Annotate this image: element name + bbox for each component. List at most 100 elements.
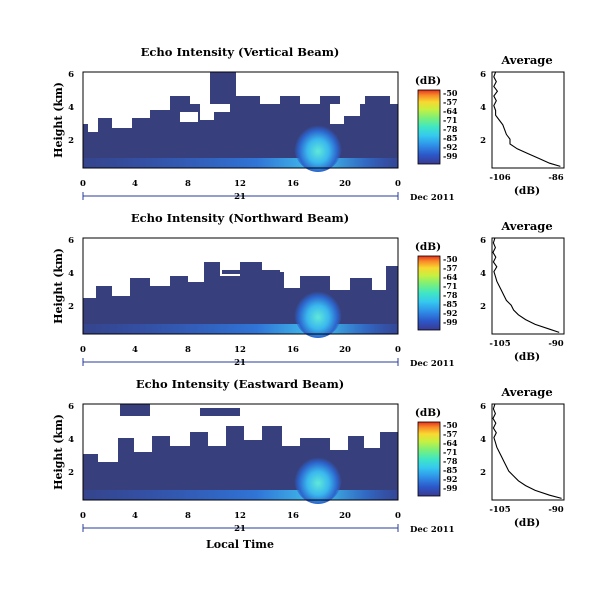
heatmap-area xyxy=(83,404,398,504)
x-tick-label: 12 xyxy=(234,179,246,189)
plot-frame xyxy=(82,71,399,169)
x-tick-label: 0 xyxy=(395,345,401,355)
profile-y-tick: 2 xyxy=(480,302,486,312)
colorbar: (dB) -50 -57 -64 -71 -78 -85 -92 -99 xyxy=(415,75,458,165)
profile-y-tick: 4 xyxy=(480,435,486,445)
heatmap-area xyxy=(83,238,398,338)
colorbar-tick: -71 xyxy=(443,447,457,457)
profile-y-tick: 6 xyxy=(480,402,486,412)
profile-y-tick: 6 xyxy=(480,70,486,80)
colorbar-tick: -92 xyxy=(443,474,457,484)
y-axis-label: Height (km) xyxy=(52,248,65,324)
colorbar-tick: -99 xyxy=(443,151,458,161)
profile-x-tick: -105 xyxy=(489,505,510,515)
colorbar-tick: -57 xyxy=(443,429,457,439)
colorbar-tick: -99 xyxy=(443,317,458,327)
x-tick-label: 0 xyxy=(395,179,401,189)
panel-title: Echo Intensity (Northward Beam) xyxy=(131,211,349,225)
colorbar-tick: -64 xyxy=(443,438,458,448)
colorbar-tick: -92 xyxy=(443,142,457,152)
no-echo-region xyxy=(200,104,230,120)
x-tick-label: 16 xyxy=(287,511,299,521)
average-profile: Average 2 4 6 -105 -90 (dB) xyxy=(480,219,565,363)
colorbar-tick: -57 xyxy=(443,97,457,107)
y-tick-label: 6 xyxy=(68,70,74,80)
no-echo-region xyxy=(83,72,398,132)
y-ticks: 2 4 6 xyxy=(68,236,74,312)
y-tick-label: 4 xyxy=(68,103,74,113)
y-tick-label: 2 xyxy=(68,302,74,312)
x-tick-label: 4 xyxy=(132,511,138,521)
y-tick-label: 4 xyxy=(68,435,74,445)
colorbar-tick: -57 xyxy=(443,263,457,273)
profile-frame xyxy=(491,403,565,501)
average-profile: Average 2 4 6 -105 -90 (dB) xyxy=(480,385,565,529)
y-ticks: 2 4 6 xyxy=(68,402,74,478)
colorbar-scale xyxy=(417,255,441,331)
profile-frame xyxy=(491,237,565,335)
x-tick-label: 8 xyxy=(185,179,191,189)
colorbar-tick: -50 xyxy=(443,420,458,430)
heatmap-area xyxy=(83,72,398,172)
y-ticks: 2 4 6 xyxy=(68,70,74,146)
plot-frame xyxy=(82,403,399,501)
date-label: Dec 2011 xyxy=(410,359,455,369)
x-tick-label: 0 xyxy=(80,345,86,355)
profile-x-tick: -105 xyxy=(489,339,510,349)
x-tick-label: 8 xyxy=(185,345,191,355)
date-rule xyxy=(82,524,399,532)
profile-x-label: (dB) xyxy=(514,517,540,529)
y-axis-label: Height (km) xyxy=(52,414,65,490)
no-echo-region xyxy=(330,104,360,124)
colorbar-tick: -78 xyxy=(443,124,458,134)
colorbar-tick: -50 xyxy=(443,88,458,98)
date-day-label: 21 xyxy=(234,192,246,202)
x-tick-label: 20 xyxy=(339,179,351,189)
colorbar-scale xyxy=(417,89,441,165)
colorbar: (dB) -50 -57 -64 -71 -78 -85 -92 -99 xyxy=(415,241,458,331)
x-tick-label: 0 xyxy=(395,511,401,521)
profile-x-label: (dB) xyxy=(514,351,540,363)
precipitation-core xyxy=(294,286,342,338)
panel-vertical-beam: Echo Intensity (Vertical Beam) Height (k… xyxy=(52,45,565,203)
x-tick-label: 4 xyxy=(132,179,138,189)
no-echo-region xyxy=(180,112,198,122)
x-tick-label: 16 xyxy=(287,345,299,355)
colorbar-tick: -78 xyxy=(443,290,458,300)
colorbar-tick: -71 xyxy=(443,281,457,291)
colorbar-tick: -64 xyxy=(443,106,458,116)
x-tick-label: 20 xyxy=(339,345,351,355)
profile-title: Average xyxy=(500,385,552,399)
profile-line xyxy=(493,71,561,167)
x-tick-label: 0 xyxy=(80,511,86,521)
date-label: Dec 2011 xyxy=(410,193,455,203)
surface-echo xyxy=(83,324,398,334)
x-ticks: 0 4 8 12 16 20 0 xyxy=(80,345,401,355)
plot-frame xyxy=(82,237,399,335)
profile-title: Average xyxy=(500,53,552,67)
date-rule xyxy=(82,192,399,200)
surface-echo xyxy=(83,158,398,168)
profile-y-tick: 4 xyxy=(480,103,486,113)
profile-y-tick: 2 xyxy=(480,136,486,146)
colorbar-tick: -92 xyxy=(443,308,457,318)
y-tick-label: 2 xyxy=(68,468,74,478)
colorbar-unit: (dB) xyxy=(415,407,441,419)
x-tick-label: 12 xyxy=(234,511,246,521)
profile-y-tick: 2 xyxy=(480,468,486,478)
date-day-label: 21 xyxy=(234,358,246,368)
surface-echo xyxy=(83,490,398,500)
echo-streak xyxy=(200,408,240,416)
colorbar-tick: -85 xyxy=(443,465,457,475)
profile-line xyxy=(492,237,560,333)
x-axis-label: Local Time xyxy=(206,538,274,551)
colorbar-tick: -85 xyxy=(443,133,457,143)
precipitation-core xyxy=(294,120,342,172)
date-label: Dec 2011 xyxy=(410,525,455,535)
profile-x-tick: -106 xyxy=(489,173,510,183)
y-tick-label: 4 xyxy=(68,269,74,279)
colorbar-unit: (dB) xyxy=(415,241,441,253)
colorbar-tick: -78 xyxy=(443,456,458,466)
y-tick-label: 6 xyxy=(68,402,74,412)
